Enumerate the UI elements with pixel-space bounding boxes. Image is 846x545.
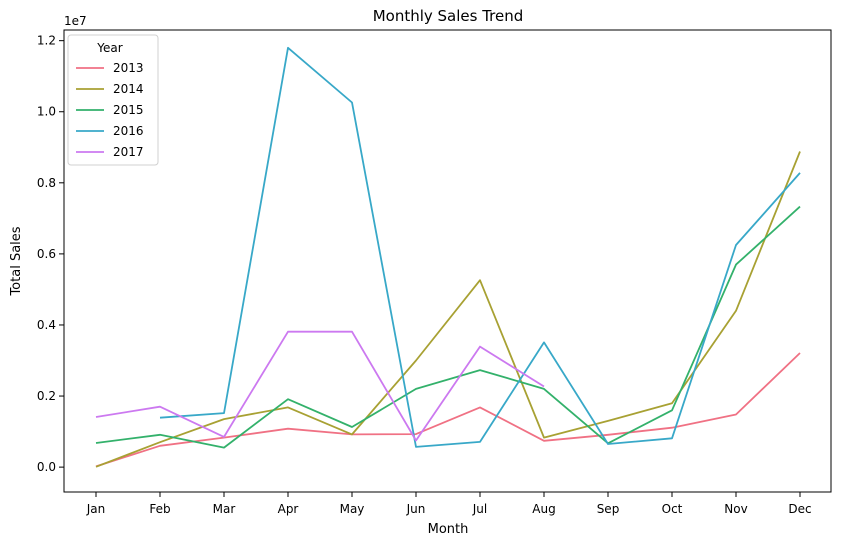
series-line-2013 (95, 352, 801, 468)
y-tick-label: 1.0 (37, 105, 56, 119)
y-axis-offset-label: 1e7 (64, 14, 87, 28)
y-tick-label: 0.4 (37, 318, 56, 332)
x-axis-ticks: Jan Feb Mar Apr May Jun Jul Aug Sep Oct Nov Dec (86, 492, 812, 516)
y-tick-label: 0.2 (37, 389, 56, 403)
legend-label: 2017 (113, 145, 144, 159)
x-tick-label: Dec (788, 502, 811, 516)
x-tick-label: Apr (278, 502, 299, 516)
y-axis-ticks: 0.0 0.2 0.4 0.6 0.8 1.0 1.2 (37, 34, 64, 474)
x-axis-label: Month (428, 522, 469, 537)
series-line-2017 (95, 330, 545, 442)
y-axis-label: Total Sales (9, 226, 24, 296)
series-line-2014 (95, 151, 801, 468)
y-tick-label: 0.6 (37, 247, 56, 261)
plot-frame (63, 29, 832, 493)
x-tick-label: Mar (213, 502, 236, 516)
y-tick-label: 0.0 (37, 460, 56, 474)
series-lines (95, 46, 801, 468)
legend-label: 2014 (113, 82, 144, 96)
y-tick-label: 0.8 (37, 176, 56, 190)
legend-label: 2016 (113, 124, 144, 138)
x-tick-label: Sep (597, 502, 620, 516)
x-tick-label: Jun (406, 502, 426, 516)
legend-label: 2013 (113, 61, 144, 75)
x-tick-label: Feb (149, 502, 170, 516)
x-tick-label: Oct (662, 502, 683, 516)
x-tick-label: Jan (86, 502, 106, 516)
y-tick-label: 1.2 (37, 34, 56, 48)
series-line-2015 (95, 205, 801, 449)
x-tick-label: May (340, 502, 365, 516)
x-tick-label: Nov (724, 502, 747, 516)
series-line-2016 (159, 46, 801, 448)
legend-label: 2015 (113, 103, 144, 117)
legend: Year 2013 2014 2015 2016 2017 (67, 34, 159, 166)
x-tick-label: Aug (532, 502, 555, 516)
legend-title: Year (96, 41, 122, 55)
chart-title: Monthly Sales Trend (373, 7, 524, 25)
x-tick-label: Jul (472, 502, 487, 516)
